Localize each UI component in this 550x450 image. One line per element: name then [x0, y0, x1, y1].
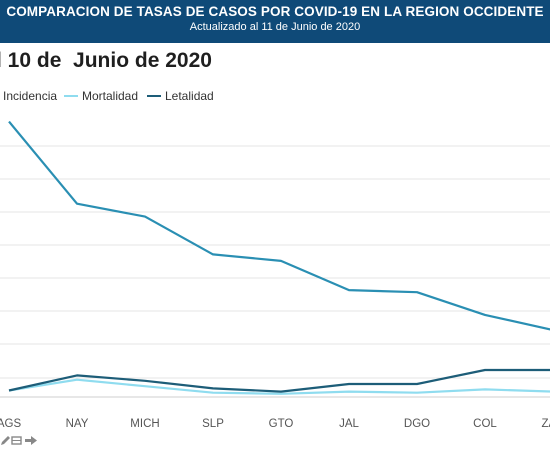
x-tick-label: JAL — [339, 418, 359, 430]
chart-series — [8, 120, 550, 395]
series-line-letalidad[interactable] — [8, 368, 550, 393]
x-tick-label: AGS — [0, 418, 21, 430]
x-tick-label: NAY — [66, 418, 89, 430]
x-tick-label: DGO — [404, 418, 430, 430]
chart-toolbar — [1, 436, 37, 445]
x-tick-label: COL — [473, 418, 497, 430]
edit-icon[interactable] — [1, 436, 10, 445]
title-banner: COMPARACION DE TASAS DE CASOS POR COVID-… — [0, 0, 550, 43]
table-icon[interactable] — [11, 436, 22, 445]
legend-label-mortalidad: Mortalidad — [82, 89, 139, 103]
x-tick-label: GTO — [269, 418, 294, 430]
legend-swatch-letalidad — [147, 95, 161, 97]
legend-label-letalidad: Letalidad — [165, 89, 214, 103]
x-tick-label: MICH — [130, 418, 159, 430]
chart-grid — [0, 145, 550, 398]
legend-label-incidencia: Incidencia — [3, 89, 58, 103]
banner-subtitle: Actualizado al 11 de Junio de 2020 — [189, 21, 361, 33]
series-line-mortalidad[interactable] — [8, 378, 550, 395]
chart-heading: l 10 de Junio de 2020 — [0, 49, 212, 72]
legend-swatch-mortalidad — [64, 95, 78, 97]
x-tick-label: ZAC — [542, 418, 550, 430]
x-tick-label: SLP — [202, 418, 224, 430]
banner-title: COMPARACION DE TASAS DE CASOS POR COVID-… — [6, 4, 544, 19]
series-line-incidencia[interactable] — [8, 120, 550, 331]
x-axis-ticks: AGS NAY MICH SLP GTO JAL DGO COL ZAC — [0, 418, 550, 430]
share-arrow-icon[interactable] — [25, 436, 37, 445]
